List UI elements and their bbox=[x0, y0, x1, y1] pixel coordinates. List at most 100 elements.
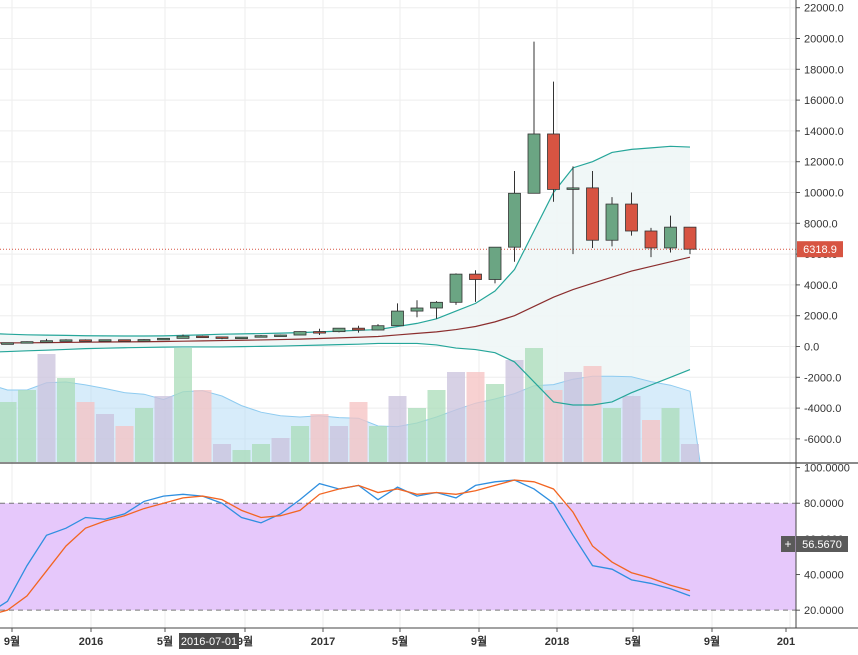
candle-body[interactable] bbox=[313, 331, 326, 334]
volume-bar bbox=[525, 348, 543, 462]
time-tick-label: 5월 bbox=[625, 634, 641, 648]
volume-bar bbox=[213, 444, 231, 462]
candle-body[interactable] bbox=[371, 325, 385, 331]
volume-bar bbox=[330, 426, 348, 462]
time-tick-label: 2018 bbox=[545, 636, 569, 648]
volume-bar bbox=[232, 450, 251, 462]
candle-body[interactable] bbox=[410, 307, 424, 312]
volume-bar bbox=[622, 396, 641, 462]
volume-bar bbox=[57, 378, 75, 462]
candle-body[interactable] bbox=[137, 339, 151, 342]
volume-bar bbox=[583, 366, 602, 462]
candle-body[interactable] bbox=[59, 339, 73, 342]
price-tick-label: -6000.0 bbox=[804, 434, 841, 446]
price-tick-label: 18000.0 bbox=[804, 64, 844, 76]
volume-bar bbox=[310, 414, 329, 462]
volume-bar bbox=[135, 408, 153, 462]
candle-body[interactable] bbox=[488, 246, 502, 280]
time-tick-label: 9월 bbox=[704, 634, 720, 648]
bollinger-lower-line bbox=[0, 342, 691, 406]
stoch-tick-label: 20.0000 bbox=[804, 605, 844, 617]
candle-body[interactable] bbox=[79, 339, 92, 342]
time-tick-label: 9월 bbox=[471, 634, 487, 648]
volume-bar bbox=[564, 372, 582, 462]
candle-body[interactable] bbox=[118, 339, 131, 342]
stochastic-band-fill bbox=[0, 503, 796, 611]
bollinger-bands bbox=[0, 145, 796, 406]
last-price-tag: 6318.9 bbox=[797, 241, 843, 258]
candle-body[interactable] bbox=[1, 342, 14, 345]
price-tick-label: 10000.0 bbox=[804, 188, 844, 200]
price-tick-label: 2000.0 bbox=[804, 311, 838, 323]
volume-bar bbox=[349, 402, 368, 462]
candle-body[interactable] bbox=[586, 187, 599, 241]
volume-bar bbox=[681, 444, 699, 462]
time-tick-label: 201 bbox=[777, 636, 795, 648]
volume-bar bbox=[37, 354, 56, 462]
stochastic-value-label: 56.5670 bbox=[802, 539, 842, 551]
volume-bar bbox=[18, 390, 36, 462]
candle-body[interactable] bbox=[605, 203, 619, 241]
stochastic-k-line bbox=[0, 479, 691, 607]
plus-icon[interactable]: + bbox=[784, 537, 791, 551]
candle-body[interactable] bbox=[527, 133, 541, 194]
candle-body[interactable] bbox=[625, 203, 638, 232]
candle-body[interactable] bbox=[176, 335, 190, 339]
candle-body[interactable] bbox=[469, 273, 482, 280]
time-tick-label: 9월 bbox=[4, 634, 20, 648]
candle-body[interactable] bbox=[547, 133, 560, 190]
candle-body[interactable] bbox=[215, 336, 229, 339]
last-price-label: 6318.9 bbox=[803, 244, 837, 256]
time-tick-label: 5월 bbox=[392, 634, 408, 648]
price-tick-label: 8000.0 bbox=[804, 218, 838, 230]
time-tick-label: 9월 bbox=[237, 634, 253, 648]
price-tick-label: 20000.0 bbox=[804, 34, 844, 46]
volume-bar bbox=[388, 396, 407, 462]
bollinger-upper-line bbox=[0, 145, 691, 337]
candle-body[interactable] bbox=[683, 226, 697, 250]
candle-body[interactable] bbox=[352, 327, 365, 331]
candle-body[interactable] bbox=[157, 337, 170, 341]
crosshair-date-label: 2016-07-01 bbox=[181, 636, 237, 648]
time-tick-label: 2016 bbox=[79, 636, 103, 648]
volume-bar bbox=[271, 438, 290, 462]
stoch-tick-label: 80.0000 bbox=[804, 498, 844, 510]
candle-body[interactable] bbox=[449, 273, 463, 303]
candle-body[interactable] bbox=[664, 226, 677, 249]
candlesticks[interactable] bbox=[0, 41, 697, 345]
candle-body[interactable] bbox=[566, 187, 580, 190]
candle-body[interactable] bbox=[20, 341, 34, 344]
candle-body[interactable] bbox=[644, 230, 658, 249]
price-tick-label: 0.0 bbox=[804, 342, 819, 354]
candle-body[interactable] bbox=[332, 327, 346, 333]
volume-bar bbox=[0, 402, 17, 462]
volume-bar bbox=[603, 408, 621, 462]
stochastic-panel[interactable] bbox=[0, 479, 691, 617]
time-tick-label: 5월 bbox=[157, 634, 173, 648]
stochastic-value-tag: + 56.5670 bbox=[781, 536, 848, 552]
candle-body[interactable] bbox=[235, 336, 248, 340]
volume-bar bbox=[408, 408, 426, 462]
candle-body[interactable] bbox=[98, 339, 112, 342]
candle-body[interactable] bbox=[508, 192, 521, 248]
volume-bar bbox=[174, 348, 192, 462]
candle-body[interactable] bbox=[196, 335, 209, 339]
candle-body[interactable] bbox=[391, 310, 404, 327]
volume-bar bbox=[252, 444, 270, 462]
stoch-tick-label: 40.0000 bbox=[804, 570, 844, 582]
volume-bar bbox=[486, 384, 504, 462]
volume-bar bbox=[291, 426, 309, 462]
volume-bar bbox=[96, 414, 114, 462]
candle-body[interactable] bbox=[293, 331, 307, 336]
candle-body[interactable] bbox=[254, 335, 268, 338]
price-tick-label: -4000.0 bbox=[804, 403, 841, 415]
price-tick-label: 16000.0 bbox=[804, 95, 844, 107]
crosshair-date-tag: 2016-07-01 bbox=[179, 633, 239, 649]
candle-body[interactable] bbox=[430, 301, 443, 309]
price-tick-label: 4000.0 bbox=[804, 280, 838, 292]
candle-body[interactable] bbox=[274, 334, 287, 337]
price-tick-label: -2000.0 bbox=[804, 372, 841, 384]
candle-body[interactable] bbox=[40, 340, 53, 343]
volume-bar bbox=[193, 390, 212, 462]
